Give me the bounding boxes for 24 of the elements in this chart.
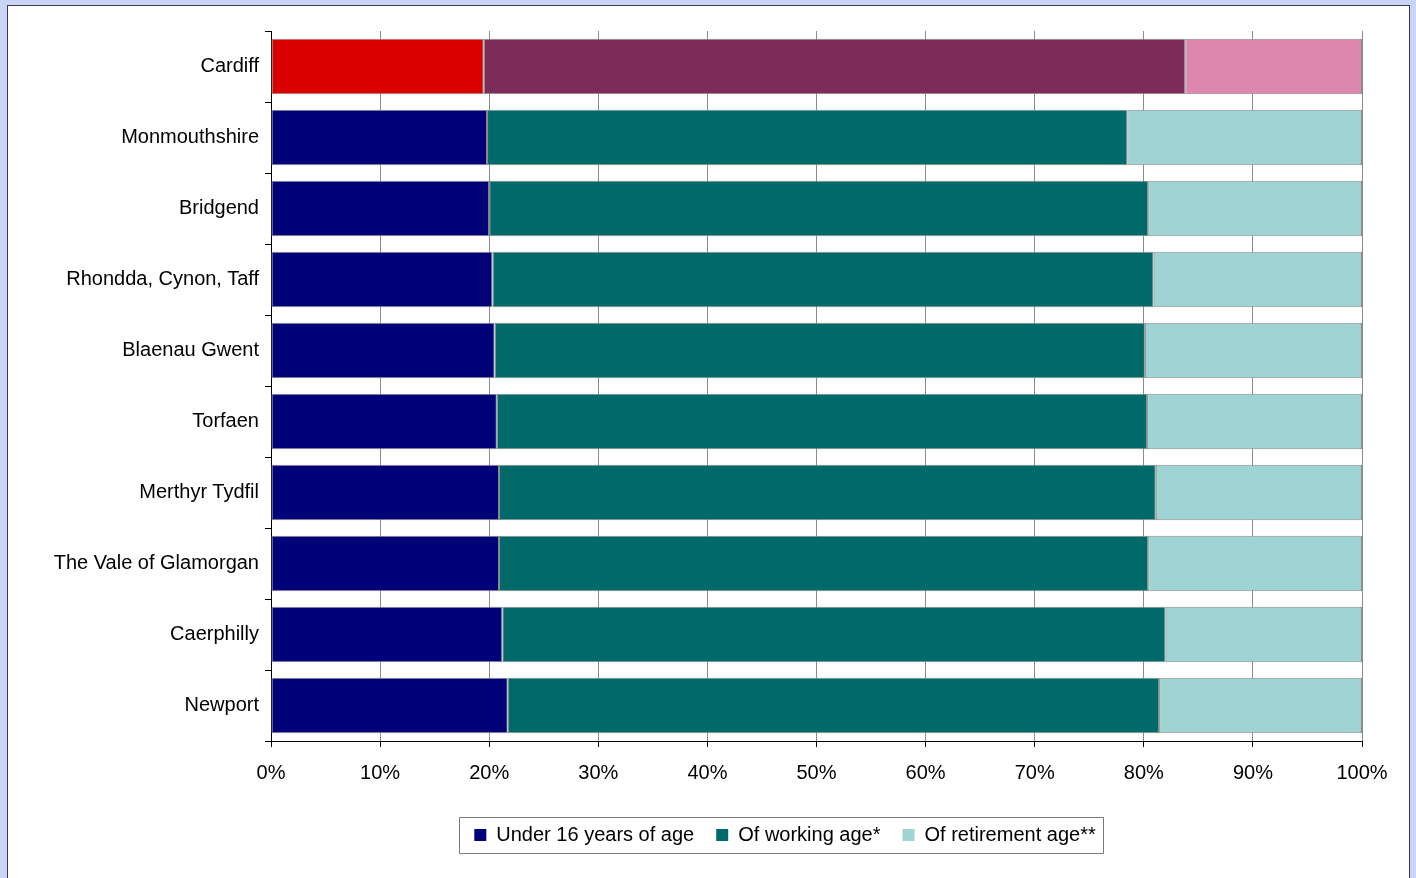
x-tick-label: 80% — [1123, 760, 1165, 783]
y-tick-label: Torfaen — [192, 409, 259, 432]
x-tick-label: 60% — [905, 760, 946, 783]
y-tick-label: Merthyr Tydfil — [139, 480, 259, 503]
y-tick-label: The Vale of Glamorgan — [53, 551, 259, 574]
legend-label: Of retirement age** — [924, 822, 1096, 845]
y-tick-label: Monmouthshire — [121, 125, 259, 148]
y-tick-label: Blaenau Gwent — [122, 338, 260, 361]
x-tick-label: 30% — [578, 760, 619, 783]
x-tick-label: 50% — [796, 760, 837, 783]
legend-label: Under 16 years of age — [496, 822, 695, 845]
x-tick-label: 0% — [256, 760, 286, 783]
x-tick-label: 70% — [1014, 760, 1055, 783]
x-tick-label: 10% — [360, 760, 401, 783]
x-tick-label: 90% — [1232, 760, 1274, 783]
x-tick-label: 100% — [1336, 760, 1388, 783]
legend-label: Of working age* — [738, 822, 881, 845]
y-tick-label: Newport — [184, 693, 260, 716]
y-tick-label: Cardiff — [200, 54, 260, 77]
x-tick-label: 20% — [469, 760, 510, 783]
y-tick-label: Caerphilly — [170, 622, 259, 645]
y-tick-label: Rhondda, Cynon, Taff — [66, 267, 260, 290]
y-tick-label: Bridgend — [178, 196, 259, 219]
x-tick-label: 40% — [687, 760, 728, 783]
